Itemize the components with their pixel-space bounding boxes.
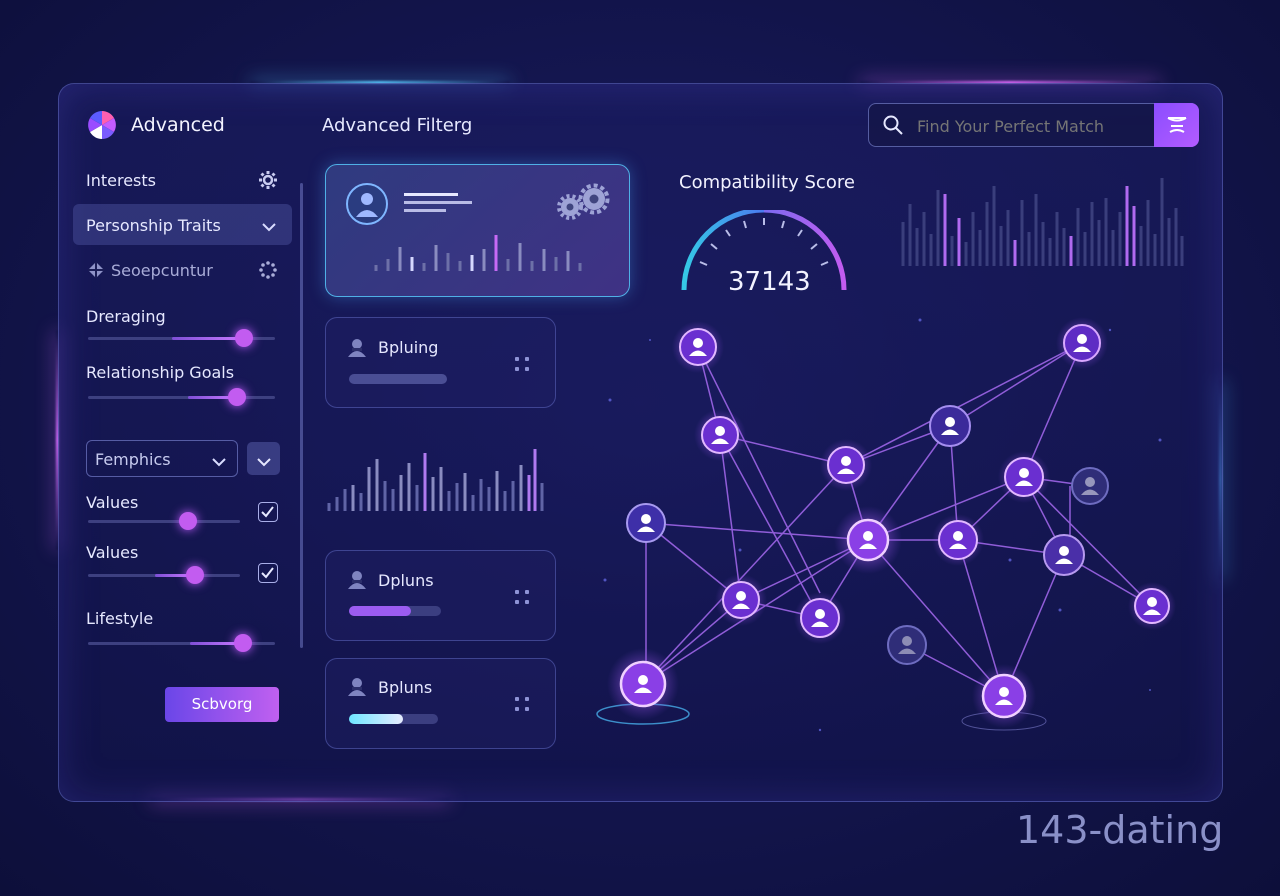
- slider-label-relationship-goals: Relationship Goals: [86, 363, 235, 382]
- values-knob-1[interactable]: [179, 512, 197, 530]
- check-icon: [261, 567, 274, 579]
- person-icon: [346, 569, 368, 595]
- femphics-select[interactable]: Femphics: [86, 440, 238, 477]
- person-icon: [346, 337, 368, 363]
- card-progress-fill: [349, 606, 411, 616]
- action-button[interactable]: Scbvorg: [165, 687, 279, 722]
- top-right-bar-chart: [901, 178, 1184, 266]
- chevron-down-icon: [211, 453, 227, 472]
- card-title: Bpluns: [378, 678, 433, 697]
- lifestyle-knob[interactable]: [234, 634, 252, 652]
- lifestyle-label: Lifestyle: [86, 609, 154, 628]
- mid-bar-chart: [327, 449, 544, 511]
- grid-dots-icon[interactable]: [515, 590, 533, 608]
- left-glow: [56, 330, 59, 550]
- loader-icon: [259, 261, 277, 283]
- search-bar[interactable]: [868, 102, 1199, 147]
- slider-label-dreraging: Dreraging: [86, 307, 166, 326]
- slider-fill-relationship-goals: [188, 396, 237, 399]
- lifestyle-track: [88, 642, 275, 645]
- interests-label: Interests: [86, 171, 156, 190]
- separator-icon: [87, 261, 105, 283]
- check-icon: [261, 506, 274, 518]
- filter-icon: [1166, 115, 1188, 139]
- slider-fill-dreraging: [172, 337, 244, 340]
- search-icon: [883, 115, 903, 139]
- chevron-down-icon: [261, 218, 277, 237]
- grid-dots-icon[interactable]: [515, 357, 533, 375]
- section-title: Advanced Filterg: [322, 115, 473, 136]
- lifestyle-fill: [190, 642, 243, 645]
- person-icon: [346, 676, 368, 702]
- values-label-1: Values: [86, 493, 139, 512]
- profile-text-lines: [404, 193, 472, 212]
- slider-knob-dreraging[interactable]: [235, 329, 253, 347]
- compatibility-score: 37143: [728, 267, 811, 297]
- avatar: [346, 183, 388, 225]
- logo-icon: [88, 111, 116, 139]
- card-progress-fill: [349, 714, 403, 724]
- slider-knob-relationship-goals[interactable]: [228, 388, 246, 406]
- values-checkbox-2[interactable]: [258, 563, 278, 583]
- sidebar-scrollbar[interactable]: [300, 183, 303, 648]
- top-glow-magenta: [860, 81, 1160, 84]
- personality-dropdown[interactable]: Personship Traits: [73, 204, 292, 245]
- search-input[interactable]: [915, 112, 1149, 140]
- expand-button[interactable]: [247, 442, 280, 475]
- slider-track-relationship-goals: [88, 396, 275, 399]
- watermark: 143-dating: [1016, 808, 1224, 852]
- action-button-label: Scbvorg: [191, 695, 253, 713]
- compatibility-gauge: [681, 210, 847, 291]
- filter-button[interactable]: [1154, 102, 1199, 147]
- card-progress-track: [349, 374, 447, 384]
- values-checkbox-1[interactable]: [258, 502, 278, 522]
- compatibility-title: Compatibility Score: [679, 172, 855, 193]
- gear-icon[interactable]: [554, 183, 612, 227]
- profile-card[interactable]: [325, 164, 630, 297]
- values-fill-2: [155, 574, 195, 577]
- values-label-2: Values: [86, 543, 139, 562]
- chevron-down-icon: [256, 453, 272, 472]
- card-bpluing[interactable]: Bpluing: [325, 317, 556, 408]
- personality-dropdown-label: Personship Traits: [86, 216, 221, 235]
- card-title: Bpluing: [378, 338, 439, 357]
- gear-icon[interactable]: [258, 170, 278, 194]
- separator-item[interactable]: Seoepcuntur: [111, 261, 213, 280]
- card-bpluns[interactable]: Bpluns: [325, 658, 556, 749]
- match-network-graph: [596, 317, 1176, 732]
- card-title: Dpluns: [378, 571, 434, 590]
- values-knob-2[interactable]: [186, 566, 204, 584]
- card-dpluns[interactable]: Dpluns: [325, 550, 556, 641]
- femphics-select-value: Femphics: [95, 450, 171, 469]
- top-glow-cyan: [250, 81, 510, 84]
- grid-dots-icon[interactable]: [515, 697, 533, 715]
- brand-name: Advanced: [131, 114, 225, 136]
- values-track-1: [88, 520, 240, 523]
- profile-mini-chart: [374, 235, 582, 271]
